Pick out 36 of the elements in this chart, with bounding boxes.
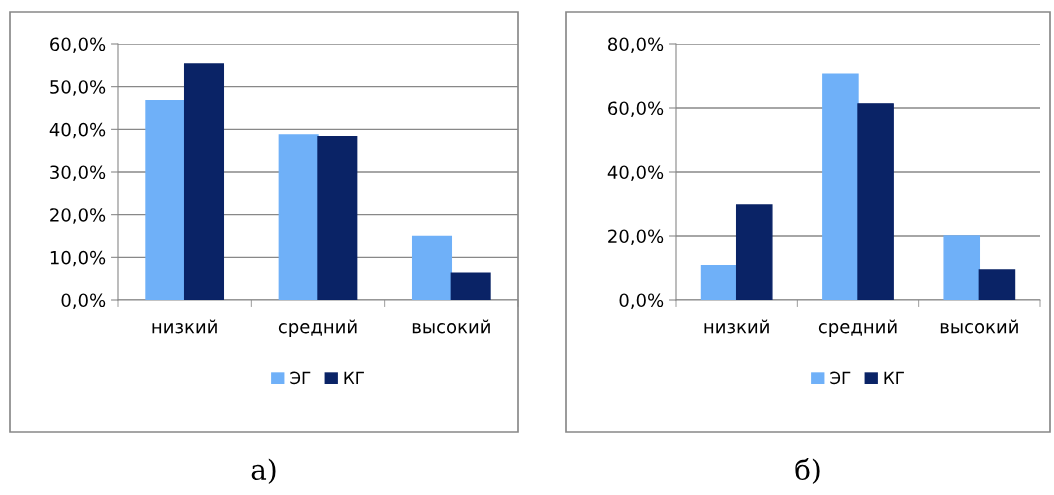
y-tick-label: 10,0%	[50, 250, 106, 267]
bar	[450, 272, 491, 300]
bar	[943, 235, 981, 300]
y-tick-label: 80,0%	[608, 37, 664, 53]
y-tick-label: 20,0%	[608, 229, 664, 245]
bar	[317, 135, 358, 300]
bar	[700, 265, 738, 300]
y-tick-label: 40,0%	[49, 122, 106, 139]
bar	[822, 73, 859, 300]
legend-label: ЭГ	[830, 371, 851, 385]
x-tick-label: средний	[818, 319, 897, 337]
legend-label: КГ	[884, 371, 904, 384]
x-tick-label: средний	[278, 319, 357, 337]
y-tick-label: 60,0%	[608, 101, 664, 117]
y-tick-label: 0,0%	[619, 293, 664, 309]
bar	[145, 100, 186, 300]
x-tick-label: низкий	[152, 319, 217, 334]
bar	[857, 103, 894, 300]
x-tick-label: низкий	[704, 319, 769, 334]
bar	[735, 204, 773, 300]
legend-label: ЭГ	[290, 371, 311, 385]
y-tick-label: 50,0%	[50, 80, 106, 96]
bar	[411, 235, 453, 300]
x-tick-label: высокий	[940, 319, 1018, 334]
x-tick-label: высокий	[412, 319, 490, 334]
y-tick-label: 60,0%	[50, 37, 106, 53]
legend-label: КГ	[344, 371, 364, 384]
text: б)	[795, 458, 820, 484]
y-tick-label: 40,0%	[607, 165, 664, 181]
y-tick-label: 0,0%	[61, 293, 106, 309]
bar	[978, 269, 1016, 300]
y-tick-label: 30,0%	[50, 165, 106, 181]
text: а)	[251, 458, 276, 484]
y-tick-label: 20,0%	[50, 208, 106, 224]
bar	[183, 63, 225, 300]
bar	[278, 134, 319, 300]
